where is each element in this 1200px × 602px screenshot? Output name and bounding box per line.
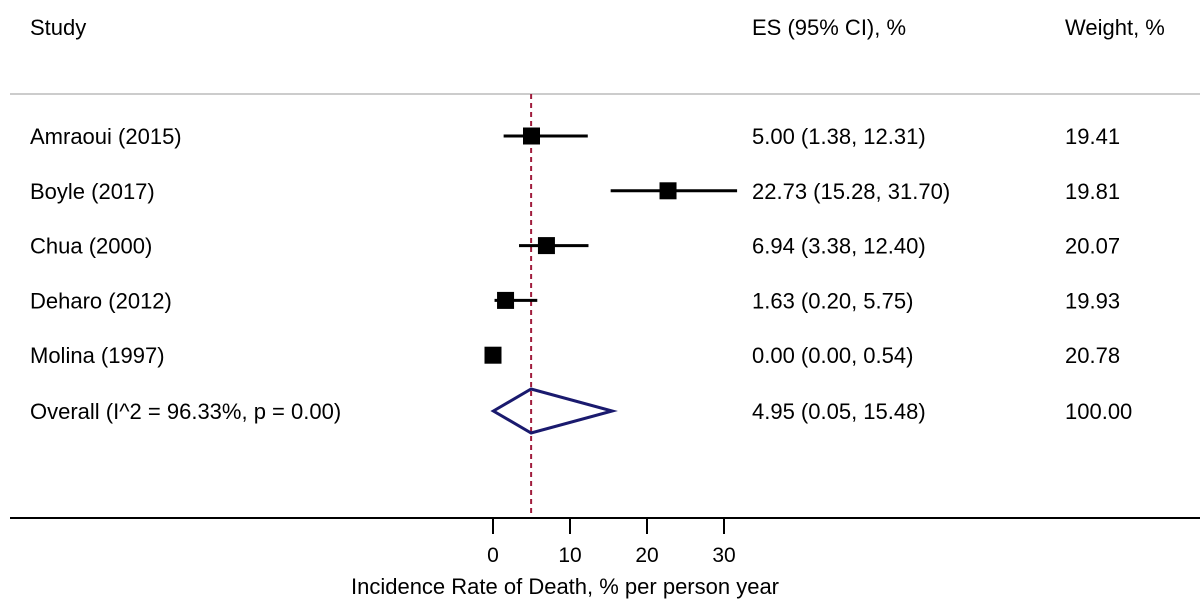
es-ci-value: 22.73 (15.28, 31.70) — [752, 179, 950, 204]
header-weight: Weight, % — [1065, 15, 1165, 40]
weight-value: 20.07 — [1065, 234, 1120, 259]
weight-value: 19.93 — [1065, 288, 1120, 313]
study-row: Chua (2000) 6.94 (3.38, 12.40) 20.07 — [30, 234, 1120, 259]
study-label: Chua (2000) — [30, 234, 152, 259]
study-row: Amraoui (2015) 5.00 (1.38, 12.31) 19.41 — [30, 124, 1120, 149]
effect-marker — [484, 346, 502, 364]
study-row: Deharo (2012) 1.63 (0.20, 5.75) 19.93 — [30, 288, 1120, 313]
x-tick-label: 30 — [712, 544, 735, 567]
overall-label: Overall (I^2 = 96.33%, p = 0.00) — [30, 399, 341, 424]
x-tick-label: 0 — [487, 544, 499, 567]
es-ci-value: 1.63 (0.20, 5.75) — [752, 288, 913, 313]
es-ci-value: 0.00 (0.00, 0.54) — [752, 343, 913, 368]
study-row: Molina (1997) 0.00 (0.00, 0.54) 20.78 — [30, 343, 1120, 368]
weight-value: 19.81 — [1065, 179, 1120, 204]
overall-weight-value: 100.00 — [1065, 399, 1132, 424]
x-tick-label: 10 — [558, 544, 581, 567]
effect-marker — [537, 237, 555, 255]
effect-marker — [659, 182, 677, 200]
overall-row: Overall (I^2 = 96.33%, p = 0.00) 4.95 (0.… — [30, 387, 1132, 435]
header-study: Study — [30, 15, 86, 40]
study-label: Deharo (2012) — [30, 288, 172, 313]
overall-es-value: 4.95 (0.05, 15.48) — [752, 399, 926, 424]
es-ci-value: 6.94 (3.38, 12.40) — [752, 234, 926, 259]
study-label: Amraoui (2015) — [30, 124, 182, 149]
study-row: Boyle (2017) 22.73 (15.28, 31.70) 19.81 — [30, 179, 1120, 204]
study-rows: Amraoui (2015) 5.00 (1.38, 12.31) 19.41 Boy… — [30, 94, 1132, 518]
x-tick-label: 20 — [635, 544, 658, 567]
effect-marker — [523, 127, 540, 145]
study-label: Molina (1997) — [30, 343, 165, 368]
study-label: Boyle (2017) — [30, 179, 155, 204]
weight-value: 19.41 — [1065, 124, 1120, 149]
weight-value: 20.78 — [1065, 343, 1120, 368]
effect-marker — [497, 291, 515, 309]
overall-diamond — [490, 387, 618, 435]
x-axis-label: Incidence Rate of Death, % per person ye… — [351, 574, 779, 599]
es-ci-value: 5.00 (1.38, 12.31) — [752, 124, 926, 149]
header-es: ES (95% CI), % — [752, 15, 906, 40]
x-axis-ticks: 0 10 20 30 — [487, 518, 736, 567]
